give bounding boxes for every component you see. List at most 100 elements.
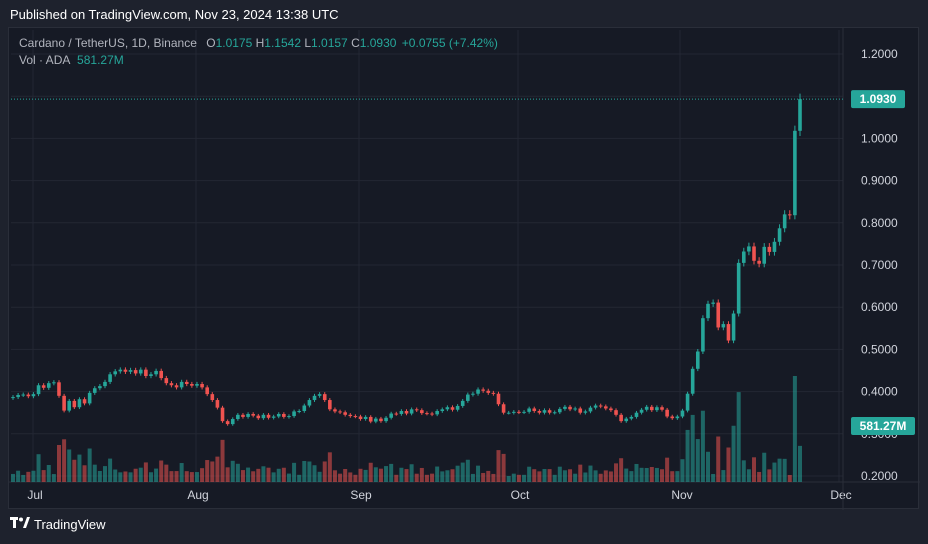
- candle-body: [777, 228, 782, 242]
- x-tick-label: Aug: [187, 488, 208, 502]
- x-tick-label: Dec: [830, 488, 851, 502]
- x-tick-label: Oct: [511, 488, 530, 502]
- volume-bar: [113, 469, 118, 482]
- volume-bar: [450, 469, 455, 482]
- volume-bar: [414, 473, 419, 482]
- volume-bar: [772, 462, 777, 482]
- volume-bar: [92, 464, 97, 482]
- brand-name: TradingView: [34, 517, 106, 532]
- x-tick-label: Nov: [671, 488, 692, 502]
- volume-bar: [363, 469, 368, 482]
- y-tick-label: 0.6000: [861, 300, 898, 314]
- volume-bar: [445, 470, 450, 482]
- volume-bar: [312, 465, 317, 482]
- candle-body: [685, 393, 690, 411]
- candle-body: [399, 411, 404, 414]
- candle-body: [491, 392, 496, 394]
- candle-body: [62, 395, 66, 411]
- volume-bar: [430, 473, 435, 482]
- candle-body: [241, 414, 245, 417]
- candle-body: [154, 370, 158, 375]
- candle-body: [583, 411, 588, 413]
- candle-body: [639, 409, 644, 413]
- volume-bar: [389, 463, 394, 482]
- candle-body: [481, 389, 485, 391]
- candle-body: [11, 397, 15, 399]
- volume-bar: [343, 469, 348, 482]
- x-tick-label: Jul: [27, 488, 42, 502]
- candle-body: [246, 413, 250, 417]
- candle-body: [619, 414, 623, 422]
- volume-label: Vol · ADA: [19, 53, 70, 67]
- volume-bar: [598, 473, 603, 482]
- chart-panel[interactable]: 1.20001.10001.00000.90000.80000.70000.60…: [8, 27, 920, 510]
- volume-bar: [215, 456, 220, 482]
- candle-body: [690, 368, 695, 394]
- candle-body: [215, 400, 220, 408]
- volume-bar: [435, 466, 440, 482]
- volume-bar: [292, 462, 297, 482]
- candle-body: [317, 394, 322, 396]
- volume-bar: [440, 471, 445, 482]
- volume-bar: [670, 471, 675, 482]
- volume-bar: [557, 466, 562, 482]
- volume-bar: [261, 466, 266, 482]
- volume-bar: [72, 459, 77, 482]
- candle-body: [593, 405, 598, 408]
- candle-body: [501, 404, 506, 413]
- candle-body: [21, 394, 26, 396]
- volume-bar: [36, 454, 41, 482]
- volume-bar: [649, 467, 654, 482]
- candle-body: [517, 411, 521, 413]
- volume-bar: [302, 460, 307, 482]
- volume-bar: [368, 462, 373, 482]
- volume-bar: [169, 471, 174, 482]
- candle-body: [609, 408, 613, 411]
- published-note: Published on TradingView.com, Nov 23, 20…: [10, 7, 339, 22]
- volume-bar: [276, 468, 281, 482]
- volume-bar: [634, 463, 639, 482]
- candle-body: [522, 411, 526, 413]
- candle-body: [118, 369, 123, 372]
- candle-body: [568, 406, 572, 410]
- candle-body: [460, 400, 465, 406]
- volume-bar: [644, 467, 649, 482]
- volume-bar: [143, 462, 148, 482]
- candle-body: [210, 394, 215, 401]
- volume-bar: [619, 458, 624, 482]
- volume-bar: [399, 467, 404, 482]
- volume-bar: [470, 473, 475, 482]
- candle-body: [200, 384, 204, 388]
- candle-body: [486, 390, 491, 393]
- volume-bar: [573, 473, 578, 482]
- candle-body: [445, 407, 450, 410]
- candle-body: [552, 412, 557, 414]
- volume-bar: [716, 436, 721, 482]
- chart-legend: Cardano / TetherUS, 1D, Binance O1.0175 …: [19, 35, 498, 69]
- candle-body: [31, 394, 36, 397]
- candlestick-chart[interactable]: 1.20001.10001.00000.90000.80000.70000.60…: [9, 28, 920, 510]
- volume-bar: [547, 469, 552, 482]
- volume-bar: [189, 472, 194, 482]
- volume-bar: [266, 467, 271, 482]
- volume-badge: [851, 417, 915, 435]
- volume-bar: [338, 473, 343, 482]
- volume-bar: [256, 468, 261, 482]
- volume-bar: [736, 392, 741, 482]
- candle-body: [174, 385, 179, 388]
- tradingview-logo[interactable]: TradingView: [10, 517, 106, 532]
- candle-body: [496, 393, 501, 405]
- candle-body: [184, 381, 189, 385]
- volume-bar: [358, 468, 363, 482]
- volume-value: 581.27M: [77, 53, 124, 67]
- volume-bar: [726, 447, 731, 482]
- x-tick-label: Sep: [350, 488, 372, 502]
- legend-row-symbol: Cardano / TetherUS, 1D, Binance O1.0175 …: [19, 35, 498, 52]
- volume-bar: [251, 471, 256, 482]
- candle-body: [680, 410, 685, 417]
- symbol-label: Cardano / TetherUS, 1D, Binance: [19, 36, 197, 50]
- volume-bar: [154, 468, 159, 482]
- volume-bar: [501, 453, 506, 482]
- candle-body: [251, 413, 255, 416]
- candle-body: [675, 416, 680, 419]
